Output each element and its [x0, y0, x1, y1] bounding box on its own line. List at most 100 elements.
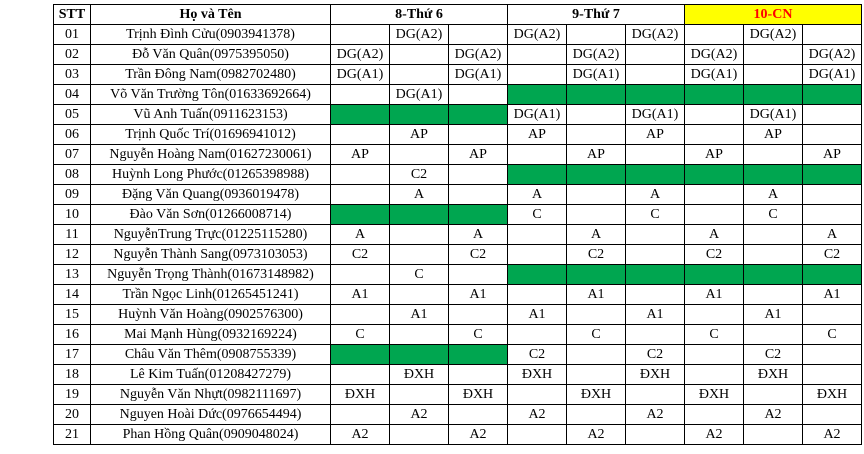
shift-cell[interactable]: C2: [507, 344, 567, 365]
shift-cell[interactable]: C2: [330, 244, 390, 265]
shift-cell[interactable]: [448, 164, 508, 185]
shift-cell[interactable]: C: [802, 324, 862, 345]
shift-cell[interactable]: A1: [625, 304, 685, 325]
shift-cell[interactable]: DG(A1): [802, 64, 862, 85]
shift-cell[interactable]: ĐXH: [507, 364, 567, 385]
shift-cell[interactable]: DG(A2): [566, 44, 626, 65]
stt-cell[interactable]: 09: [53, 184, 91, 205]
shift-cell[interactable]: [743, 164, 803, 185]
shift-cell[interactable]: DG(A2): [448, 44, 508, 65]
shift-cell[interactable]: [802, 204, 862, 225]
shift-cell[interactable]: [625, 324, 685, 345]
shift-cell[interactable]: [684, 304, 744, 325]
stt-cell[interactable]: 03: [53, 64, 91, 85]
shift-cell[interactable]: [507, 264, 567, 285]
shift-cell[interactable]: [507, 324, 567, 345]
shift-cell[interactable]: C: [448, 324, 508, 345]
stt-cell[interactable]: 06: [53, 124, 91, 145]
shift-cell[interactable]: [330, 164, 390, 185]
shift-cell[interactable]: [507, 244, 567, 265]
shift-cell[interactable]: A: [743, 184, 803, 205]
shift-cell[interactable]: [389, 104, 449, 125]
name-cell[interactable]: Trịnh Đình Cửu(0903941378): [90, 24, 331, 45]
shift-cell[interactable]: C: [625, 204, 685, 225]
shift-cell[interactable]: [389, 384, 449, 405]
shift-cell[interactable]: [625, 244, 685, 265]
shift-cell[interactable]: A2: [684, 424, 744, 445]
name-cell[interactable]: Đỗ Văn Quân(0975395050): [90, 44, 331, 65]
shift-cell[interactable]: ĐXH: [802, 384, 862, 405]
shift-cell[interactable]: [330, 404, 390, 425]
shift-cell[interactable]: AP: [330, 144, 390, 165]
shift-cell[interactable]: [743, 244, 803, 265]
name-cell[interactable]: Châu Văn Thêm(0908755339): [90, 344, 331, 365]
shift-cell[interactable]: [743, 384, 803, 405]
shift-cell[interactable]: DG(A1): [389, 84, 449, 105]
shift-cell[interactable]: [507, 424, 567, 445]
shift-cell[interactable]: [802, 344, 862, 365]
shift-cell[interactable]: C: [389, 264, 449, 285]
shift-cell[interactable]: [448, 304, 508, 325]
shift-cell[interactable]: [448, 404, 508, 425]
name-cell[interactable]: Trần Đông Nam(0982702480): [90, 64, 331, 85]
shift-cell[interactable]: [566, 124, 626, 145]
shift-cell[interactable]: A2: [330, 424, 390, 445]
stt-cell[interactable]: 21: [53, 424, 91, 445]
shift-cell[interactable]: [448, 264, 508, 285]
shift-cell[interactable]: [330, 204, 390, 225]
shift-cell[interactable]: DG(A2): [330, 44, 390, 65]
shift-cell[interactable]: [625, 264, 685, 285]
stt-cell[interactable]: 01: [53, 24, 91, 45]
shift-cell[interactable]: [507, 144, 567, 165]
name-cell[interactable]: NguyễnTrung Trực(01225115280): [90, 224, 331, 245]
stt-cell[interactable]: 05: [53, 104, 91, 125]
shift-cell[interactable]: [389, 64, 449, 85]
shift-cell[interactable]: [625, 84, 685, 105]
name-cell[interactable]: Mai Mạnh Hùng(0932169224): [90, 324, 331, 345]
shift-cell[interactable]: [330, 304, 390, 325]
shift-cell[interactable]: DG(A2): [507, 24, 567, 45]
name-cell[interactable]: Vũ Anh Tuấn(0911623153): [90, 104, 331, 125]
shift-cell[interactable]: DG(A1): [330, 64, 390, 85]
shift-cell[interactable]: [684, 24, 744, 45]
shift-cell[interactable]: [389, 204, 449, 225]
stt-cell[interactable]: 17: [53, 344, 91, 365]
shift-cell[interactable]: A: [684, 224, 744, 245]
shift-cell[interactable]: A2: [625, 404, 685, 425]
shift-cell[interactable]: AP: [507, 124, 567, 145]
shift-cell[interactable]: [566, 364, 626, 385]
shift-cell[interactable]: [389, 44, 449, 65]
shift-cell[interactable]: DG(A2): [743, 24, 803, 45]
shift-cell[interactable]: C2: [743, 344, 803, 365]
shift-cell[interactable]: [625, 284, 685, 305]
shift-cell[interactable]: [389, 424, 449, 445]
name-cell[interactable]: Huỳnh Văn Hoàng(0902576300): [90, 304, 331, 325]
shift-cell[interactable]: A1: [448, 284, 508, 305]
stt-cell[interactable]: 20: [53, 404, 91, 425]
shift-cell[interactable]: [802, 124, 862, 145]
shift-cell[interactable]: [566, 344, 626, 365]
shift-cell[interactable]: [743, 424, 803, 445]
shift-cell[interactable]: [625, 44, 685, 65]
shift-cell[interactable]: [625, 144, 685, 165]
stt-cell[interactable]: 18: [53, 364, 91, 385]
shift-cell[interactable]: [684, 124, 744, 145]
shift-cell[interactable]: [389, 324, 449, 345]
header-day-sun[interactable]: 10-CN: [684, 4, 862, 25]
stt-cell[interactable]: 14: [53, 284, 91, 305]
stt-cell[interactable]: 16: [53, 324, 91, 345]
stt-cell[interactable]: 08: [53, 164, 91, 185]
name-cell[interactable]: Nguyễn Thành Sang(0973103053): [90, 244, 331, 265]
shift-cell[interactable]: [448, 24, 508, 45]
shift-cell[interactable]: C: [330, 324, 390, 345]
shift-cell[interactable]: [448, 124, 508, 145]
shift-cell[interactable]: A1: [507, 304, 567, 325]
shift-cell[interactable]: [684, 164, 744, 185]
shift-cell[interactable]: C2: [802, 244, 862, 265]
name-cell[interactable]: Nguyễn Văn Nhựt(0982111697): [90, 384, 331, 405]
shift-cell[interactable]: A2: [448, 424, 508, 445]
shift-cell[interactable]: [802, 84, 862, 105]
shift-cell[interactable]: [625, 224, 685, 245]
shift-cell[interactable]: [507, 284, 567, 305]
shift-cell[interactable]: [743, 324, 803, 345]
